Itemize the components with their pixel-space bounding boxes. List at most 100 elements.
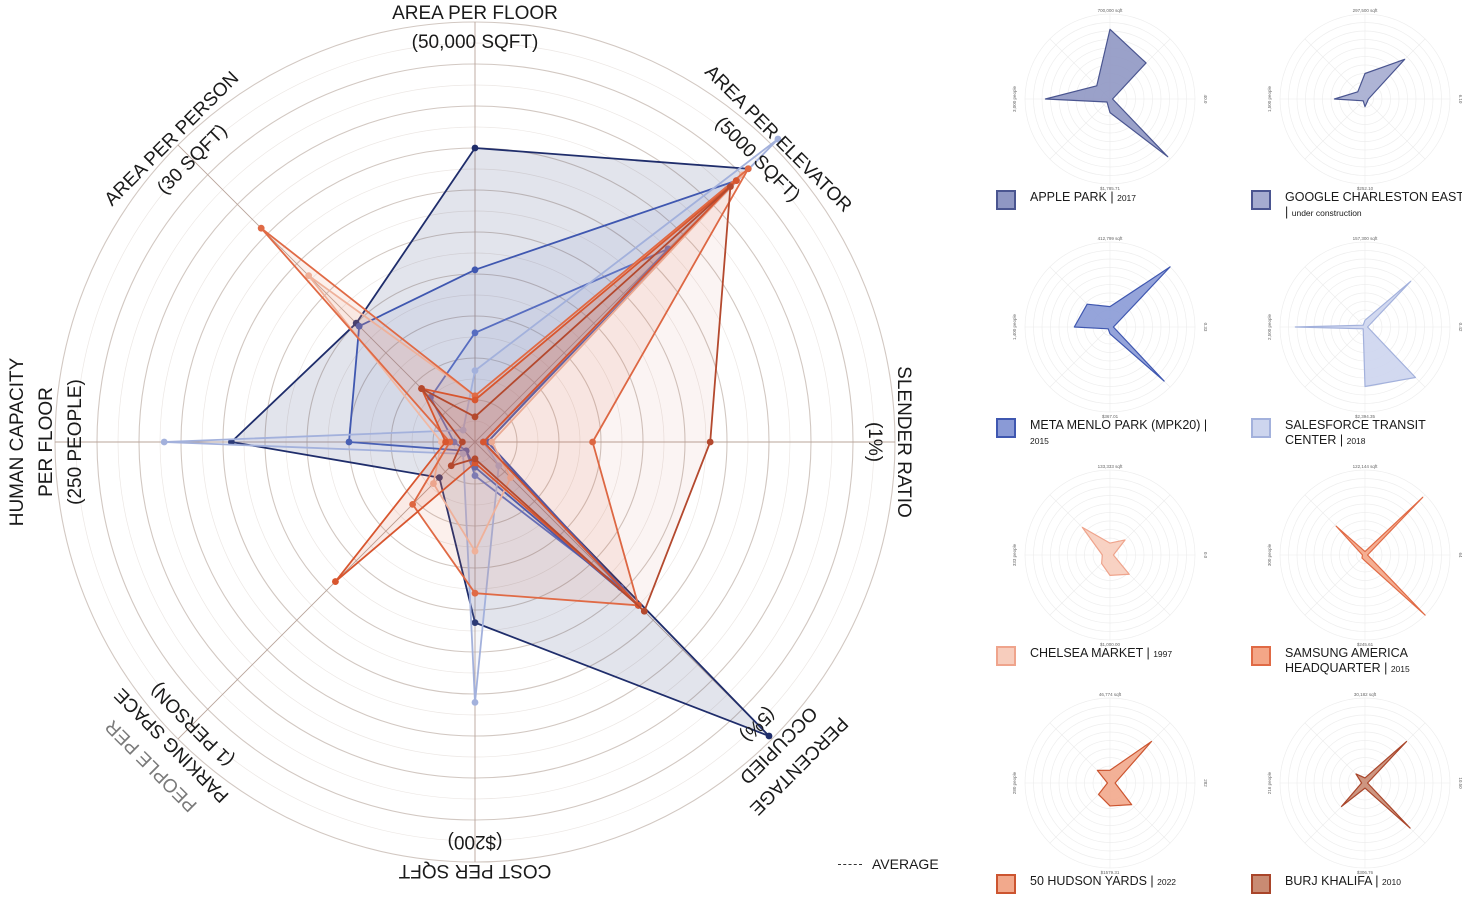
mini-spoke — [1304, 266, 1366, 328]
mini-shape-samsung-america-headquarter — [1335, 496, 1426, 616]
series-point-burj-khalifa-slender — [706, 438, 714, 446]
axis-label-line: AREA PER FLOOR — [392, 3, 558, 24]
series-point-burj-khalifa-cost — [471, 455, 479, 463]
legend-label: APPLE PARK | 2017 — [1030, 190, 1215, 206]
mini-top-label: 122,144 sqft — [1353, 464, 1379, 469]
mini-left-label: 333 people — [1012, 543, 1017, 566]
series-point-burj-khalifa-occupied — [640, 607, 648, 615]
mini-right-label: 40.0 — [1203, 95, 1208, 104]
series-point-50-hudson-yards-parking — [332, 578, 339, 585]
axis-label-line: HUMAN CAPACITY — [7, 357, 28, 526]
series-point-samsung-america-headquarter-cost — [471, 589, 479, 597]
legend-year: 2018 — [1346, 436, 1366, 446]
series-point-salesforce-transit-center-cost — [471, 699, 479, 706]
mini-shape-apple-park — [1044, 28, 1169, 158]
axis-label-cost: COST PER SQFT ($200) — [398, 831, 551, 881]
legend-year: 1997 — [1153, 649, 1173, 659]
axis-label-slender: SLENDER RATIO (1%) — [864, 366, 914, 518]
axis-label-line: SLENDER RATIO — [893, 366, 914, 518]
mini-bottom-label: $367.01 — [1102, 414, 1119, 419]
mini-left-label: 216 people — [1267, 771, 1272, 794]
mini-shape-50-hudson-yards — [1096, 740, 1153, 807]
mini-shape-google-charleston-east — [1333, 58, 1406, 108]
mini-spoke — [1304, 722, 1366, 784]
axis-label-line: (50,000 SQFT) — [412, 32, 539, 53]
series-point-samsung-america-headquarter-parking — [409, 500, 417, 508]
mini-spoke — [1304, 326, 1366, 388]
mini-left-label: 2,500 people — [1267, 313, 1272, 340]
series-point-google-charleston-east-area_floor — [471, 329, 479, 337]
mini-top-label: 30,182 sqft — [1354, 692, 1377, 697]
mini-left-label: 300 people — [1267, 543, 1272, 566]
mini-card-google-charleston-east: 297,500 sqft $252.10 1,500 people 6.10 GOOGL… — [1245, 4, 1462, 224]
mini-top-label: 46,774 sqft — [1099, 692, 1122, 697]
series-point-meta-menlo-park-mpk20-capacity — [345, 438, 353, 446]
mini-card-chelsea-market: 133,333 sqft $1,000.00 333 people 0.0 CHELSE… — [990, 460, 1230, 680]
legend-swatch — [1251, 874, 1271, 894]
mini-spoke — [1304, 98, 1366, 160]
mini-radar-chelsea-market: 133,333 sqft $1,000.00 333 people 0.0 — [1012, 464, 1208, 647]
mini-left-label: 280 people — [1012, 771, 1017, 794]
series-point-chelsea-market-occupied — [507, 474, 515, 482]
series-point-google-charleston-east-cost — [471, 472, 479, 479]
series-point-burj-khalifa-area_floor — [471, 413, 479, 421]
legend-label: BURJ KHALIFA | 2010 — [1285, 874, 1462, 890]
mini-legend: GOOGLE CHARLESTON EAST | under construct… — [1251, 190, 1462, 221]
legend-label: SALESFORCE TRANSIT CENTER | 2018 — [1285, 418, 1462, 449]
mini-top-label: 157,300 sqft — [1353, 236, 1379, 241]
legend-label: META MENLO PARK (MPK20) | 2015 — [1030, 418, 1215, 449]
legend-building-name: GOOGLE CHARLESTON EAST | — [1285, 190, 1462, 219]
legend-swatch — [996, 190, 1016, 210]
mini-radar-50-hudson-yards: 46,774 sqft $1579.31 280 people 282 — [1012, 692, 1208, 875]
mini-spoke — [1049, 554, 1111, 616]
mini-right-label: 0.42 — [1458, 323, 1462, 332]
legend-label: SAMSUNG AMERICA HEADQUARTER | 2015 — [1285, 646, 1462, 677]
mini-shape-meta-menlo-park-mpk20 — [1073, 266, 1171, 382]
mini-top-label: 297,500 sqft — [1353, 8, 1379, 13]
series-point-apple-park-capacity — [228, 438, 235, 446]
legend-label: GOOGLE CHARLESTON EAST | under construct… — [1285, 190, 1462, 221]
mini-right-label: 6.10 — [1458, 95, 1462, 104]
legend-building-name: SALESFORCE TRANSIT CENTER | — [1285, 418, 1426, 447]
mini-spoke — [1049, 98, 1111, 160]
mini-shape-salesforce-transit-center — [1294, 280, 1417, 388]
legend-swatch — [996, 418, 1016, 438]
mini-legend: APPLE PARK | 2017 — [996, 190, 1215, 210]
series-point-salesforce-transit-center-area_elevator — [774, 135, 782, 143]
mini-bottom-label: $1,000.00 — [1100, 642, 1121, 647]
series-point-salesforce-transit-center-capacity — [160, 438, 168, 446]
series-point-50-hudson-yards-area_elevator — [732, 177, 740, 185]
legend-swatch — [1251, 418, 1271, 438]
series-point-burj-khalifa-parking — [447, 462, 455, 470]
mini-right-label: 282 — [1203, 779, 1208, 787]
legend-swatch — [1251, 190, 1271, 210]
series-point-chelsea-market-slender — [488, 438, 496, 446]
series-point-apple-park-parking — [435, 474, 443, 482]
series-point-burj-khalifa-capacity — [459, 438, 466, 446]
series-point-50-hudson-yards-area_floor — [471, 396, 479, 404]
legend-building-name: 50 HUDSON YARDS | — [1030, 874, 1158, 888]
axis-label-line: (1%) — [864, 422, 885, 462]
series-point-samsung-america-headquarter-area_elevator — [744, 165, 752, 173]
legend-year: 2022 — [1157, 877, 1177, 887]
axis-label-line: COST PER SQFT — [398, 860, 551, 881]
series-point-apple-park-occupied — [765, 732, 773, 740]
mini-shape-chelsea-market — [1081, 526, 1130, 577]
series-samsung-america-headquarter — [257, 165, 752, 609]
mini-radar-google-charleston-east: 297,500 sqft $252.10 1,500 people 6.10 — [1267, 8, 1462, 191]
legend-swatch — [996, 874, 1016, 894]
series-point-apple-park-cost — [471, 619, 479, 626]
legend-label: 50 HUDSON YARDS | 2022 — [1030, 874, 1215, 890]
mini-radar-apple-park: 700,000 sqft $1,785.71 3,000 people 40.0 — [1012, 8, 1208, 191]
radar-series — [160, 135, 782, 740]
series-point-salesforce-transit-center-parking — [459, 450, 467, 458]
mini-legend: 50 HUDSON YARDS | 2022 — [996, 874, 1215, 894]
series-point-salesforce-transit-center-area_floor — [471, 367, 479, 374]
mini-bottom-label: $1579.31 — [1101, 870, 1120, 875]
legend-swatch — [1251, 646, 1271, 666]
main-radar-chart: AREA PER FLOOR (50,000 SQFT)AREA PER ELEV… — [7, 3, 914, 881]
legend-building-name: META MENLO PARK (MPK20) | — [1030, 418, 1208, 432]
average-label: AVERAGE — [872, 856, 939, 872]
legend-building-name: SAMSUNG AMERICA HEADQUARTER | — [1285, 646, 1408, 675]
series-point-burj-khalifa-area_person — [418, 385, 425, 392]
